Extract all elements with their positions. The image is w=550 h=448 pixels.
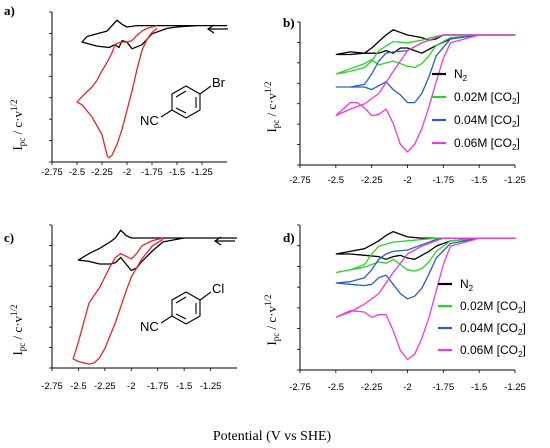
x-tick-label: -2.25 xyxy=(91,167,113,178)
y-axis-label-c: Ipc / c·v1/2 xyxy=(9,304,27,355)
molecule-c-substituent: Cl xyxy=(212,281,224,296)
molecule-c-nitrile: NC xyxy=(140,319,159,334)
x-tick-label: -1.75 xyxy=(433,382,455,393)
x-tick-label: -1.5 xyxy=(471,382,487,393)
panel-d-plot: -2.75 -2.5 -2.25 -2 -1.75 -1.5 -1.25 N2 0.02M [C… xyxy=(289,224,526,393)
legend-entry: 0.04M [CO2] xyxy=(460,321,526,337)
x-tick-label: -1.25 xyxy=(200,381,222,392)
legend-entry: N2 xyxy=(460,277,474,293)
y-axis-label-a: Ipc / c·v1/2 xyxy=(9,99,27,150)
series-line-green xyxy=(335,237,516,274)
legend-entry: 0.06M [CO2] xyxy=(454,136,520,152)
panel-label-b: b) xyxy=(283,15,295,30)
molecule-a-substituent: Br xyxy=(212,75,226,90)
molecule-a-structure xyxy=(160,85,212,119)
y-axis-label-b: Ipc / c·v1/2 xyxy=(263,81,281,132)
y-axis-label-d: Ipc / c·v1/2 xyxy=(263,294,281,345)
x-tick-label: -2.25 xyxy=(361,382,383,393)
scan-arrow-c xyxy=(213,236,235,246)
series-line-magenta xyxy=(335,237,516,361)
x-tick-label: -2.25 xyxy=(94,381,116,392)
legend-entry: 0.02M [CO2] xyxy=(460,299,526,315)
x-axis-label: Potential (V vs SHE) xyxy=(213,429,332,444)
x-tick-label: -2.5 xyxy=(69,167,85,178)
x-tick-label: -1.25 xyxy=(191,167,213,178)
series-line-blue xyxy=(335,237,516,300)
x-tick-label: -2.5 xyxy=(328,382,344,393)
x-tick-label: -2 xyxy=(127,381,135,392)
panel-c-plot: -2.75 -2.5 -2.25 -2 -1.75 -1.5 -1.25 xyxy=(41,224,237,392)
x-tick-label: -2.25 xyxy=(361,175,383,186)
x-tick-label: -1.75 xyxy=(141,167,163,178)
legend-entry: 0.04M [CO2] xyxy=(454,113,520,129)
panel-a-plot: -2.75 -2.5 -2.25 -2 -1.75 -1.5 -1.25 xyxy=(41,11,227,178)
legend-entry: 0.02M [CO2] xyxy=(454,90,520,106)
series-line-magenta xyxy=(335,34,516,153)
molecule-a-nitrile: NC xyxy=(140,113,159,128)
x-tick-label: -2.75 xyxy=(289,175,311,186)
x-tick-label: -1.75 xyxy=(433,175,455,186)
panel-label-c: c) xyxy=(4,230,14,245)
series-line-red xyxy=(76,24,158,159)
panel-b-plot: -2.75 -2.5 -2.25 -2 -1.75 -1.5 -1.25 N2 0.02M [C… xyxy=(289,21,526,186)
scan-arrow-a xyxy=(206,24,228,34)
x-tick-label: -2.75 xyxy=(289,382,311,393)
x-tick-label: -2.5 xyxy=(70,381,86,392)
legend-entry: 0.06M [CO2] xyxy=(460,343,526,359)
panel-label-a: a) xyxy=(4,3,15,18)
series-line-red xyxy=(72,237,164,365)
x-tick-label: -1.5 xyxy=(471,175,487,186)
x-tick-label: -2.75 xyxy=(41,381,63,392)
x-tick-label: -2.75 xyxy=(41,167,63,178)
x-tick-label: -1.5 xyxy=(176,381,192,392)
x-tick-label: -1.75 xyxy=(147,381,169,392)
x-tick-label: -2 xyxy=(123,167,131,178)
x-tick-label: -1.5 xyxy=(169,167,185,178)
series-line-n2 xyxy=(81,19,227,50)
molecule-c-structure xyxy=(160,291,212,325)
x-tick-label: -2 xyxy=(403,382,411,393)
x-tick-label: -2.5 xyxy=(328,175,344,186)
x-tick-label: -1.25 xyxy=(504,175,526,186)
x-tick-label: -1.25 xyxy=(504,382,526,393)
x-tick-label: -2 xyxy=(403,175,411,186)
series-line-n2 xyxy=(77,229,237,272)
panel-label-d: d) xyxy=(283,230,295,245)
legend-entry: N2 xyxy=(454,67,468,83)
